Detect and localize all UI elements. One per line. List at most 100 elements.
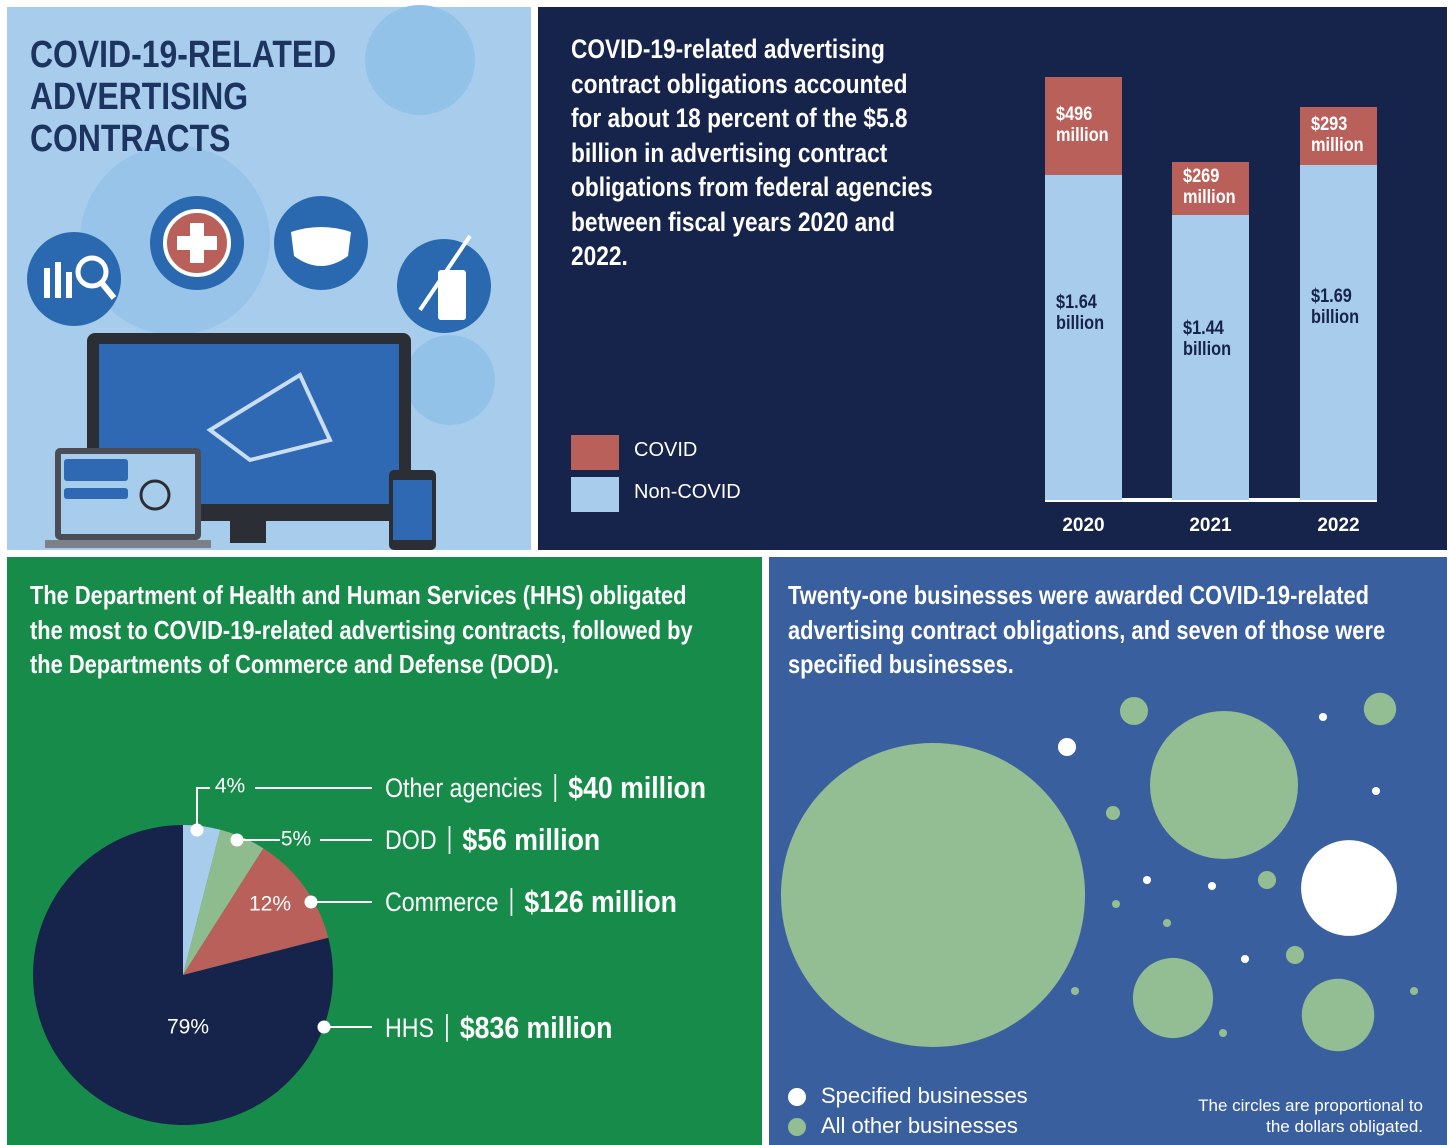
virus-shape (365, 5, 475, 115)
x-tick-label: 2020 (1062, 515, 1105, 536)
legend-swatch (571, 435, 619, 470)
icon-chart (27, 232, 121, 326)
pie-slice (183, 848, 329, 975)
bar-value-label: $1.44 billion (1183, 317, 1232, 360)
pie-percent-label: 5% (281, 828, 311, 851)
amount-label: $40 million (568, 770, 707, 805)
main-title: COVID-19-RELATED ADVERTISING CONTRACTS (30, 34, 337, 160)
bar-value-label: $1.69 billion (1311, 285, 1360, 328)
icon-part (291, 227, 351, 266)
phone-screen (393, 480, 432, 540)
laptop-base (45, 540, 211, 548)
icon-part (438, 270, 466, 320)
separator (446, 1014, 448, 1042)
bar-segment: $1.69 billion (1300, 165, 1377, 500)
bubble (1363, 692, 1397, 726)
laptop-ui (64, 488, 128, 499)
bar-text: COVID-19-related advertising contract ob… (571, 34, 933, 271)
pie-label-row: HHS $836 million (385, 1008, 612, 1048)
bubble (1240, 954, 1250, 964)
bubble (1218, 1028, 1228, 1038)
bubble (1301, 840, 1397, 936)
pie-slice (183, 825, 221, 975)
category-label: DOD (385, 824, 437, 855)
x-tick-label: 2021 (1189, 515, 1232, 536)
bar-segment: $1.64 billion (1045, 175, 1122, 500)
category-label: Other agencies (385, 772, 543, 803)
pie-percent-label: 12% (249, 893, 291, 916)
separator (554, 774, 557, 802)
amount-label: $56 million (462, 822, 601, 857)
laptop-ui (64, 459, 128, 481)
bar-value-label: $1.64 billion (1056, 292, 1105, 335)
category-label: Commerce (385, 886, 499, 917)
pie-label-row: DOD $56 million (385, 820, 600, 860)
bar-value-label: $293 million (1311, 114, 1364, 157)
legend-label: All other businesses (821, 1113, 1018, 1138)
bubble (1057, 737, 1077, 757)
legend-label: Specified businesses (821, 1083, 1028, 1108)
x-tick-label: 2022 (1317, 515, 1360, 536)
category-label: HHS (385, 1012, 435, 1043)
leader-dot (230, 833, 244, 847)
bubble-text: Twenty-one businesses were awarded COVID… (788, 580, 1386, 679)
pie-percent-label: 79% (167, 1016, 209, 1039)
bubble (1150, 711, 1298, 859)
laptop-ui (139, 479, 171, 511)
virus-shape (405, 335, 495, 425)
icon-part (44, 268, 50, 298)
bubble (1409, 986, 1419, 996)
separator (448, 826, 451, 854)
icon-part (98, 280, 117, 300)
legend-swatch (788, 1088, 806, 1106)
pie-percent-label: 4% (215, 775, 245, 798)
amount-label: $126 million (524, 884, 677, 919)
icon-part (418, 234, 472, 312)
pie-slice (183, 829, 264, 975)
bar-value-label: $496 million (1056, 104, 1109, 147)
monitor-stand (230, 521, 266, 543)
pie-slice (32, 825, 333, 1125)
legend-swatch (788, 1118, 806, 1136)
icon-part (55, 262, 61, 298)
bar-segment: $1.44 billion (1172, 214, 1249, 500)
bar-segment: $269 million (1172, 161, 1249, 215)
bubble (1132, 957, 1214, 1039)
bubble (1070, 986, 1080, 996)
bubble (1318, 712, 1328, 722)
leader-dot (304, 895, 318, 909)
bubble (1111, 899, 1121, 909)
bubble (1142, 875, 1152, 885)
pie-label-row: Other agencies $40 million (385, 768, 706, 808)
illustration (27, 5, 495, 550)
icon-part (66, 272, 72, 298)
megaphone (206, 372, 333, 463)
legend-label: COVID (634, 439, 698, 461)
bar-segment: $496 million (1045, 77, 1122, 176)
separator (510, 888, 513, 916)
icon-part (177, 236, 217, 250)
legend-label: Non-COVID (634, 481, 741, 503)
icon-part (75, 255, 109, 289)
pie-text: The Department of Health and Human Servi… (30, 580, 693, 679)
bubble (1371, 786, 1381, 796)
legend-swatch (571, 477, 619, 512)
bubble (1285, 945, 1305, 965)
bubble (780, 742, 1086, 1048)
amount-label: $836 million (459, 1010, 613, 1045)
pie-label-row: Commerce $126 million (385, 882, 677, 922)
bubble (1257, 870, 1277, 890)
bubble (1119, 696, 1149, 726)
bubble (1162, 918, 1172, 928)
bubble (1301, 978, 1375, 1052)
bubble (1207, 881, 1217, 891)
leader-dot (190, 823, 204, 837)
leader-dot (317, 1020, 331, 1034)
bar-panel (538, 7, 1447, 550)
bar-value-label: $269 million (1183, 166, 1236, 209)
leader-line (196, 787, 210, 830)
bubble (1105, 805, 1121, 821)
bubble-note: The circles are proportional to the doll… (1198, 1096, 1423, 1136)
